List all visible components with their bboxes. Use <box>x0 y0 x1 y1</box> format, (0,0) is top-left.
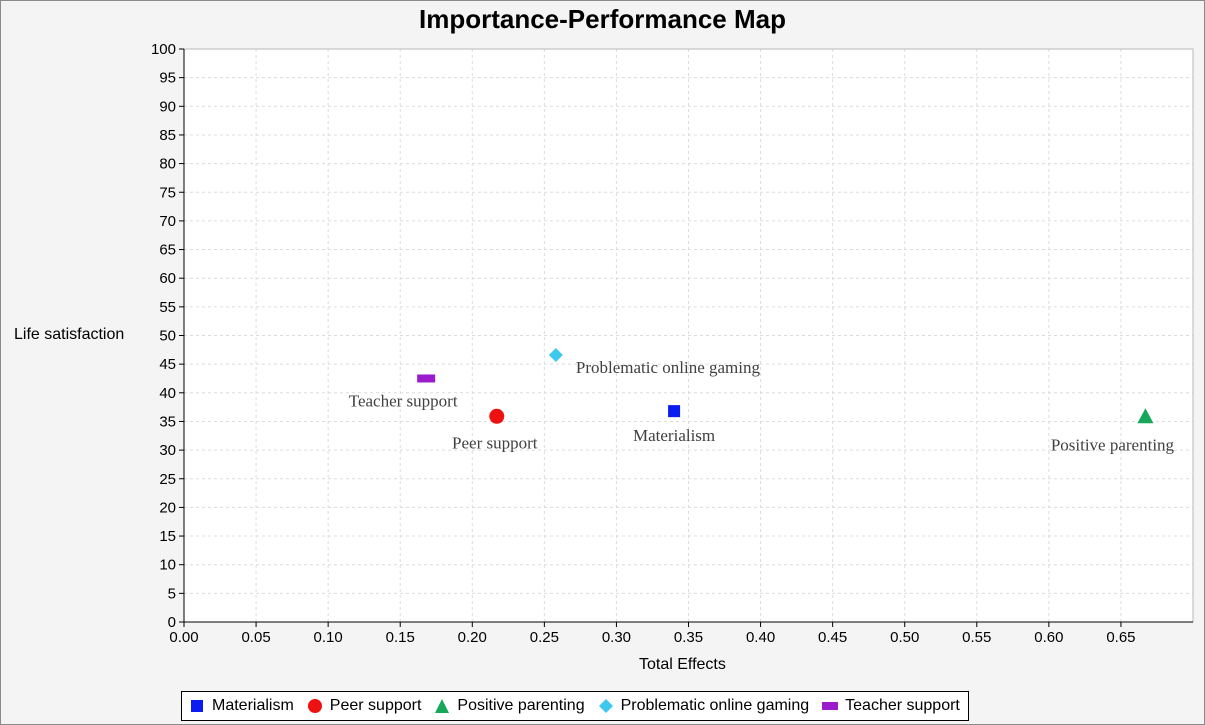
y-tick-label: 85 <box>159 127 176 144</box>
y-tick-label: 50 <box>159 328 176 345</box>
x-tick-label: 0.40 <box>746 629 775 646</box>
point-teacher-support <box>417 374 436 383</box>
x-tick-label: 0.15 <box>386 629 415 646</box>
legend-swatch-positive-parenting <box>435 699 450 713</box>
legend-swatch-peer-support <box>307 699 322 713</box>
point-label-materialism: Materialism <box>633 426 715 445</box>
y-tick-label: 55 <box>159 299 176 316</box>
chart-title: Importance-Performance Map <box>419 4 786 34</box>
y-tick-label: 10 <box>159 557 176 574</box>
legend-item-positive-parenting: Positive parenting <box>433 697 585 715</box>
point-label-positive-parenting: Positive parenting <box>1051 435 1175 454</box>
point-positive-parenting <box>1137 408 1154 424</box>
y-tick-label: 25 <box>159 471 176 488</box>
point-materialism <box>668 405 681 418</box>
y-tick-label: 70 <box>159 213 176 230</box>
x-tick-label: 0.65 <box>1106 629 1135 646</box>
legend-swatch-problematic-online-gaming <box>598 699 613 713</box>
y-axis-label: Life satisfaction <box>14 326 125 343</box>
y-tick-label: 30 <box>159 442 176 459</box>
x-tick-label: 0.55 <box>962 629 991 646</box>
x-tick-label: 0.45 <box>818 629 847 646</box>
legend-item-peer-support: Peer support <box>306 697 422 715</box>
legend-item-materialism: Materialism <box>188 697 294 715</box>
x-tick-label: 0.30 <box>602 629 631 646</box>
legend-item-problematic-online-gaming: Problematic online gaming <box>597 697 810 715</box>
legend: Materialism Peer support Positive parentin… <box>181 691 969 721</box>
y-tick-label: 20 <box>159 499 176 516</box>
y-tick-label: 0 <box>168 614 176 631</box>
y-tick-label: 60 <box>159 270 176 287</box>
point-label-peer-support: Peer support <box>452 433 538 452</box>
y-tick-label: 65 <box>159 242 176 259</box>
legend-label-materialism: Materialism <box>212 697 294 714</box>
scatter-plot: 0.00 0.05 0.10 0.15 0.20 0.25 0.30 0.35 0.40 0.45… <box>151 41 1194 646</box>
point-peer-support <box>489 408 505 424</box>
x-tick-label: 0.25 <box>530 629 559 646</box>
y-tick-label: 5 <box>168 585 176 602</box>
legend-swatch-teacher-support <box>822 702 839 710</box>
x-axis-label: Total Effects <box>639 656 726 673</box>
legend-label-teacher-support: Teacher support <box>845 697 960 714</box>
y-tick-label: 90 <box>159 98 176 115</box>
point-problematic-online-gaming <box>548 347 563 362</box>
x-tick-label: 0.10 <box>314 629 343 646</box>
legend-item-teacher-support: Teacher support <box>821 697 960 715</box>
y-tick-label: 40 <box>159 385 176 402</box>
x-tick-label: 0.60 <box>1034 629 1063 646</box>
x-tick-label: 0.50 <box>890 629 919 646</box>
x-tick-label: 0.00 <box>169 629 198 646</box>
x-tick-label: 0.20 <box>458 629 487 646</box>
x-tick-label: 0.35 <box>674 629 703 646</box>
y-tick-label: 35 <box>159 413 176 430</box>
point-label-problematic-online-gaming: Problematic online gaming <box>576 358 761 377</box>
y-tick-label: 15 <box>159 528 176 545</box>
y-tick-label: 75 <box>159 184 176 201</box>
legend-swatch-materialism <box>191 700 203 712</box>
y-tick-label: 45 <box>159 356 176 373</box>
y-tick-label: 95 <box>159 70 176 87</box>
point-label-teacher-support: Teacher support <box>349 391 458 410</box>
legend-label-positive-parenting: Positive parenting <box>457 697 585 714</box>
x-tick-label: 0.05 <box>241 629 270 646</box>
legend-label-problematic-online-gaming: Problematic online gaming <box>620 697 810 714</box>
y-tick-label: 80 <box>159 156 176 173</box>
legend-label-peer-support: Peer support <box>329 697 422 714</box>
y-tick-label: 100 <box>151 41 176 58</box>
